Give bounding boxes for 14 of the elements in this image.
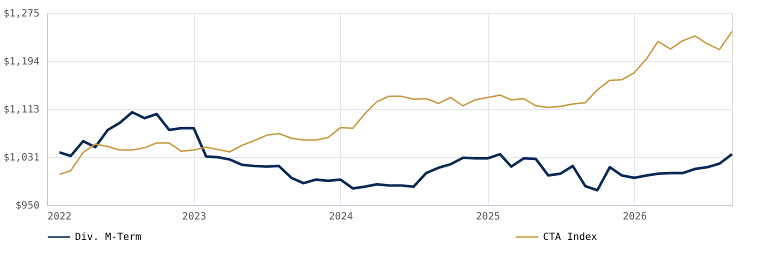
line-series [58, 110, 734, 192]
y-tick-label: $1,031 [3, 152, 40, 164]
y-tick-label: $1,194 [3, 56, 40, 68]
y-tick-label: $1,275 [3, 8, 40, 20]
line-series [58, 30, 733, 176]
x-tick-label: 2023 [182, 212, 206, 222]
x-tick-label: 2026 [622, 212, 647, 222]
y-tick-label: $1,113 [3, 104, 40, 116]
x-tick-label: 2025 [476, 212, 500, 222]
legend-label: CTA Index [543, 232, 598, 243]
x-tick-label: 2024 [328, 212, 354, 222]
y-tick-label: $950 [15, 200, 40, 212]
legend-label: Div. M-Term [75, 232, 142, 243]
x-tick-label: 2022 [48, 212, 72, 222]
